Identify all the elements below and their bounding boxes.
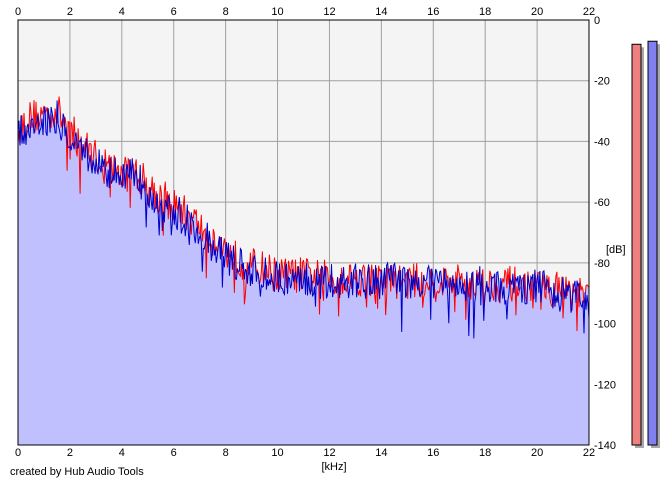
- level-meters: [631, 40, 660, 449]
- x-tick-label-top: 22: [583, 6, 595, 18]
- x-tick-label-bottom: 14: [375, 447, 387, 459]
- x-tick-label-bottom: 2: [67, 447, 73, 459]
- y-tick-label: -40: [594, 136, 610, 148]
- x-tick-label-bottom: 10: [271, 447, 283, 459]
- y-axis-label: [dB]: [606, 244, 626, 256]
- x-tick-label-bottom: 12: [323, 447, 335, 459]
- series-line-blue: [17, 100, 590, 339]
- spectrum-fill-area: [18, 96, 589, 445]
- x-tick-label-top: 18: [479, 6, 491, 18]
- y-tick-label: -140: [594, 440, 616, 452]
- x-tick-label-bottom: 22: [583, 447, 595, 459]
- x-tick-label-bottom: 0: [15, 447, 21, 459]
- y-tick-label: -120: [594, 379, 616, 391]
- x-tick-label-top: 14: [375, 6, 387, 18]
- x-tick-label-top: 8: [223, 6, 229, 18]
- series-line-red: [17, 96, 590, 332]
- x-tick-label-bottom: 6: [171, 447, 177, 459]
- level-meter-bar: [631, 43, 642, 446]
- series-layer: [17, 96, 590, 339]
- y-tick-label: -20: [594, 76, 610, 88]
- x-tick-label-bottom: 16: [427, 447, 439, 459]
- x-tick-label-top: 16: [427, 6, 439, 18]
- plot-frame: [17, 19, 590, 446]
- x-tick-label-top: 4: [119, 6, 125, 18]
- x-tick-label-bottom: 4: [119, 447, 125, 459]
- x-tick-label-top: 0: [15, 6, 21, 18]
- tick-labels: 002244668810101212141416161818202022220-…: [15, 6, 616, 459]
- level-meter-bar: [647, 40, 658, 446]
- x-axis-label: [kHz]: [321, 461, 346, 473]
- y-tick-label: -60: [594, 197, 610, 209]
- credit-text: created by Hub Audio Tools: [10, 466, 144, 478]
- y-tick-label: -100: [594, 319, 616, 331]
- x-tick-label-bottom: 20: [531, 447, 543, 459]
- x-tick-label-top: 10: [271, 6, 283, 18]
- x-tick-label-top: 20: [531, 6, 543, 18]
- y-tick-label: 0: [594, 15, 600, 27]
- x-tick-label-top: 2: [67, 6, 73, 18]
- x-tick-label-bottom: 18: [479, 447, 491, 459]
- x-tick-label-top: 12: [323, 6, 335, 18]
- x-tick-label-bottom: 8: [223, 447, 229, 459]
- y-tick-label: -80: [594, 258, 610, 270]
- x-tick-label-top: 6: [171, 6, 177, 18]
